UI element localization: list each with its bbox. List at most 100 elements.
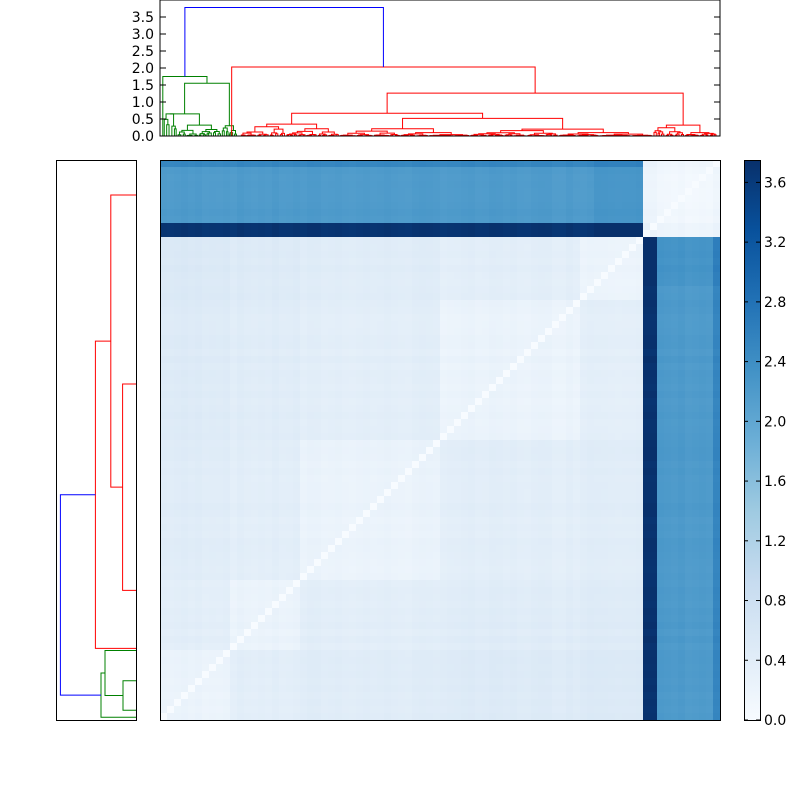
- heatmap-cell: [461, 559, 469, 567]
- heatmap-cell: [328, 468, 336, 476]
- dendrogram-link: [258, 133, 267, 136]
- heatmap-cell: [202, 363, 210, 371]
- heatmap-cell: [195, 475, 203, 483]
- heatmap-cell: [629, 545, 637, 553]
- heatmap-cell: [531, 272, 539, 280]
- heatmap-cell: [685, 384, 693, 392]
- heatmap-cell: [209, 370, 217, 378]
- heatmap-cell: [314, 405, 322, 413]
- heatmap-cell: [713, 300, 721, 308]
- heatmap-cell: [461, 531, 469, 539]
- heatmap-cell: [461, 475, 469, 483]
- heatmap-cell: [517, 433, 525, 441]
- heatmap-cell: [307, 160, 315, 168]
- heatmap-cell: [510, 328, 518, 336]
- heatmap-cell: [335, 510, 343, 518]
- heatmap-cell: [244, 461, 252, 469]
- heatmap-cell: [426, 195, 434, 203]
- heatmap-cell: [209, 482, 217, 490]
- heatmap-cell: [447, 538, 455, 546]
- heatmap-cell: [419, 293, 427, 301]
- heatmap-cell: [419, 426, 427, 434]
- heatmap-cell: [685, 447, 693, 455]
- heatmap-cell: [293, 335, 301, 343]
- heatmap-cell: [286, 244, 294, 252]
- heatmap-cell: [349, 510, 357, 518]
- heatmap-cell: [671, 279, 679, 287]
- heatmap-cell: [657, 342, 665, 350]
- heatmap-cell: [629, 531, 637, 539]
- heatmap-cell: [216, 181, 224, 189]
- heatmap-cell: [678, 482, 686, 490]
- heatmap-cell: [664, 454, 672, 462]
- heatmap-cell: [496, 370, 504, 378]
- heatmap-cell: [300, 300, 308, 308]
- heatmap-cell: [181, 468, 189, 476]
- heatmap-cell: [475, 538, 483, 546]
- heatmap-cell: [279, 265, 287, 273]
- heatmap-cell: [307, 482, 315, 490]
- heatmap-cell: [314, 559, 322, 567]
- heatmap-cell: [279, 545, 287, 553]
- heatmap-cell: [426, 188, 434, 196]
- heatmap-cell: [713, 181, 721, 189]
- heatmap-cell: [503, 202, 511, 210]
- heatmap-cell: [300, 237, 308, 245]
- heatmap-cell: [272, 328, 280, 336]
- heatmap-cell: [496, 174, 504, 182]
- heatmap-cell: [370, 342, 378, 350]
- heatmap-cell: [601, 552, 609, 560]
- heatmap-cell: [188, 342, 196, 350]
- heatmap-cell: [258, 279, 266, 287]
- heatmap-cell: [426, 447, 434, 455]
- heatmap-cell: [370, 468, 378, 476]
- heatmap-cell: [664, 174, 672, 182]
- heatmap-cell: [615, 321, 623, 329]
- heatmap-cell: [251, 433, 259, 441]
- heatmap-cell: [685, 272, 693, 280]
- heatmap-cell: [447, 566, 455, 574]
- heatmap-cell: [160, 300, 168, 308]
- heatmap-cell: [223, 209, 231, 217]
- heatmap-cell: [468, 349, 476, 357]
- heatmap-cell: [419, 552, 427, 560]
- heatmap-cell: [489, 510, 497, 518]
- heatmap-cell: [314, 440, 322, 448]
- heatmap-cell: [643, 398, 651, 406]
- heatmap-cell: [468, 496, 476, 504]
- heatmap-cell: [664, 328, 672, 336]
- heatmap-cell: [559, 517, 567, 525]
- dendrogram-link: [391, 134, 398, 136]
- heatmap-cell: [349, 272, 357, 280]
- heatmap-cell: [370, 405, 378, 413]
- heatmap-cell: [426, 419, 434, 427]
- heatmap-cell: [300, 286, 308, 294]
- heatmap-cell: [461, 237, 469, 245]
- heatmap-cell: [405, 279, 413, 287]
- heatmap-cell: [314, 244, 322, 252]
- heatmap-cell: [174, 475, 182, 483]
- heatmap-cell: [608, 538, 616, 546]
- heatmap-cell: [363, 286, 371, 294]
- heatmap-cell: [573, 447, 581, 455]
- heatmap-cell: [265, 545, 273, 553]
- heatmap-cell: [174, 496, 182, 504]
- heatmap-cell: [496, 559, 504, 567]
- heatmap-cell: [356, 272, 364, 280]
- heatmap-cell: [650, 447, 658, 455]
- heatmap-cell: [538, 342, 546, 350]
- heatmap-cell: [580, 433, 588, 441]
- heatmap-cell: [594, 559, 602, 567]
- heatmap-cell: [335, 496, 343, 504]
- heatmap-cell: [188, 524, 196, 532]
- heatmap-cell: [489, 412, 497, 420]
- heatmap-cell: [566, 503, 574, 511]
- heatmap-cell: [363, 566, 371, 574]
- heatmap-cell: [454, 307, 462, 315]
- heatmap-cell: [251, 279, 259, 287]
- heatmap-cell: [496, 468, 504, 476]
- heatmap-cell: [405, 265, 413, 273]
- heatmap-cell: [664, 314, 672, 322]
- heatmap-cell: [328, 237, 336, 245]
- heatmap-cell: [678, 188, 686, 196]
